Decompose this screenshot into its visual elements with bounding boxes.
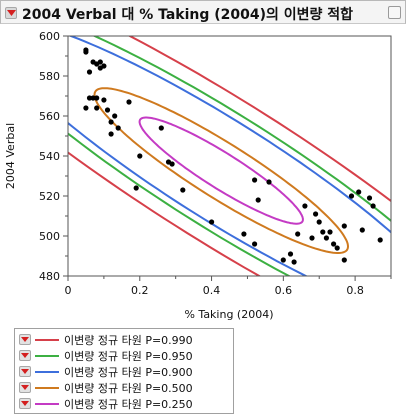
data-point	[104, 107, 111, 113]
data-point	[377, 237, 383, 243]
ellipse-p900	[68, 36, 391, 276]
legend-swatch	[35, 338, 59, 341]
y-tick-label: 580	[39, 70, 60, 83]
x-tick-label: 0	[65, 284, 72, 297]
data-point	[252, 177, 258, 183]
data-point	[327, 229, 333, 235]
data-point	[341, 223, 347, 229]
data-point	[348, 193, 355, 199]
legend-item-p250[interactable]: 이변량 정규 타원 P=0.250	[19, 396, 193, 411]
data-point	[313, 211, 319, 217]
y-tick-label: 600	[39, 30, 60, 43]
data-point	[331, 241, 337, 247]
plot-frame	[67, 35, 392, 277]
data-point	[209, 219, 215, 225]
legend-item-p990[interactable]: 이변량 정규 타원 P=0.990	[19, 332, 193, 347]
x-tick-label: 0.8	[346, 284, 364, 297]
data-point	[291, 259, 297, 265]
report-header: 2004 Verbal 대 % Taking (2004)의 이변량 적합	[0, 0, 406, 24]
data-point	[133, 185, 139, 191]
data-point	[86, 95, 93, 101]
data-point	[112, 113, 118, 119]
data-point	[252, 241, 258, 247]
data-point	[359, 227, 365, 233]
data-point	[94, 95, 100, 101]
data-point	[316, 219, 322, 225]
data-point	[108, 131, 114, 137]
scatter-points	[83, 47, 383, 265]
data-point	[356, 189, 362, 195]
y-tick-label: 480	[39, 270, 60, 283]
data-point	[309, 235, 315, 241]
ellipse-p990	[68, 36, 391, 276]
disclosure-toggle-icon[interactable]	[5, 7, 17, 19]
disclosure-toggle-icon[interactable]	[19, 350, 31, 361]
legend-swatch	[35, 386, 59, 389]
bivariate-chart: 0 0.2 0.4 0.6 0.8 480 500 520 540 560 580 600 % Ta…	[0, 24, 408, 324]
data-point	[83, 105, 89, 111]
ellipse-p950	[68, 36, 391, 276]
data-point	[241, 231, 247, 237]
disclosure-toggle-icon[interactable]	[19, 382, 31, 393]
disclosure-toggle-icon[interactable]	[19, 398, 31, 409]
data-point	[323, 235, 329, 241]
y-axis-label: 2004 Verbal	[4, 123, 17, 189]
data-point	[97, 59, 103, 65]
legend-swatch	[35, 370, 59, 373]
data-point	[108, 119, 114, 125]
data-point	[341, 257, 347, 263]
legend-swatch	[35, 402, 59, 405]
y-tick-label: 540	[39, 150, 60, 163]
legend-item-p950[interactable]: 이변량 정규 타원 P=0.950	[19, 348, 193, 363]
disclosure-toggle-icon[interactable]	[19, 334, 31, 345]
data-point	[280, 257, 286, 263]
data-point	[101, 97, 107, 103]
data-point	[302, 203, 308, 209]
x-tick-label: 0.4	[203, 284, 221, 297]
legend-label: 이변량 정규 타원 P=0.950	[64, 349, 193, 363]
legend-swatch	[35, 354, 59, 357]
data-point	[180, 187, 186, 193]
data-point	[126, 99, 132, 105]
data-point	[266, 179, 272, 185]
density-ellipses	[68, 36, 391, 276]
legend-item-p500[interactable]: 이변량 정규 타원 P=0.500	[19, 380, 193, 395]
report-title: 2004 Verbal 대 % Taking (2004)의 이변량 적합	[22, 7, 354, 23]
legend-label: 이변량 정규 타원 P=0.990	[64, 333, 193, 347]
data-point	[295, 231, 301, 237]
x-tick-label: 0.2	[131, 284, 149, 297]
data-point	[169, 161, 175, 167]
data-point	[83, 49, 89, 55]
y-tick-label: 520	[39, 190, 60, 203]
data-point	[115, 125, 121, 131]
ellipse-p250	[138, 116, 304, 225]
legend-label: 이변량 정규 타원 P=0.500	[64, 381, 193, 395]
x-axis: 0 0.2 0.4 0.6 0.8	[65, 276, 392, 297]
data-point	[90, 95, 96, 101]
data-point	[370, 203, 376, 209]
pin-icon[interactable]	[388, 6, 401, 19]
data-point	[94, 105, 100, 111]
x-tick-label: 0.6	[275, 284, 293, 297]
legend: 이변량 정규 타원 P=0.990 이변량 정규 타원 P=0.950 이변량 …	[14, 328, 234, 414]
data-point	[320, 229, 326, 235]
data-point	[158, 125, 164, 131]
x-axis-label: % Taking (2004)	[184, 308, 273, 321]
data-point	[366, 195, 373, 201]
data-point	[86, 69, 93, 75]
legend-item-p900[interactable]: 이변량 정규 타원 P=0.900	[19, 364, 193, 379]
legend-label: 이변량 정규 타원 P=0.900	[64, 365, 193, 379]
y-axis: 480 500 520 540 560 580 600	[39, 30, 68, 283]
data-point	[334, 245, 340, 251]
data-point	[287, 251, 294, 257]
data-point	[255, 197, 261, 203]
legend-label: 이변량 정규 타원 P=0.250	[64, 397, 193, 411]
y-tick-label: 560	[39, 110, 60, 123]
data-point	[137, 153, 143, 159]
chart-svg: 0 0.2 0.4 0.6 0.8 480 500 520 540 560 580 600 % Ta…	[4, 30, 392, 321]
data-point	[101, 63, 107, 69]
disclosure-toggle-icon[interactable]	[19, 366, 31, 377]
y-tick-label: 500	[39, 230, 60, 243]
ellipse-p500	[93, 87, 350, 254]
